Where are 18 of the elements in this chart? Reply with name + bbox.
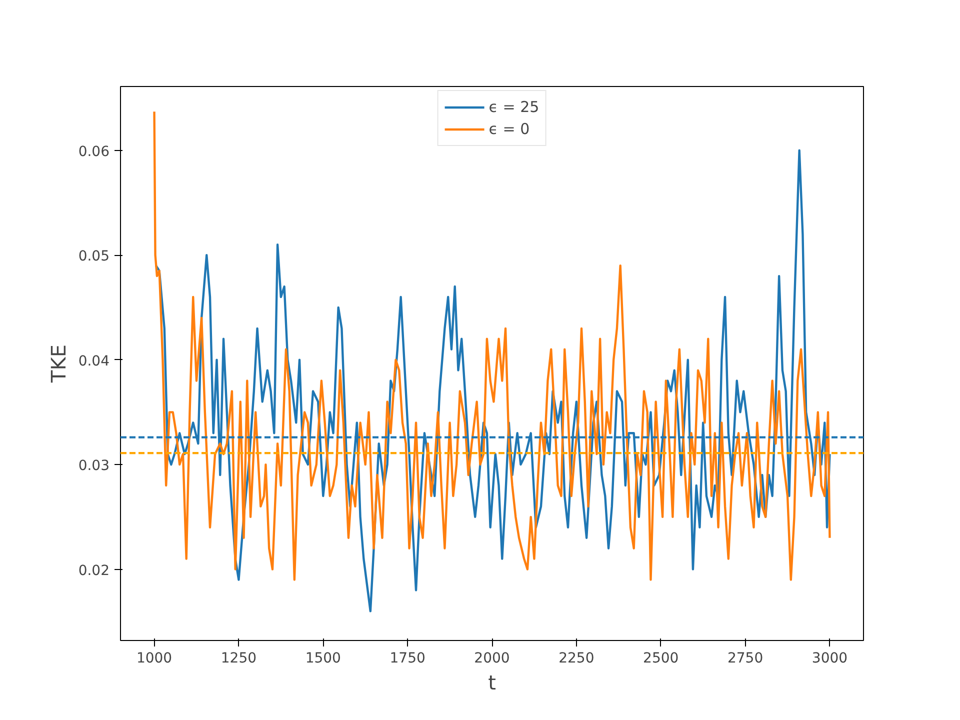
x-tick-label: 2750 xyxy=(727,650,764,666)
y-tick-label: 0.03 xyxy=(78,458,110,474)
legend-label: ϵ = 0 xyxy=(488,120,530,138)
x-tick-label: 1250 xyxy=(220,650,257,666)
x-tick-label: 1500 xyxy=(305,650,341,666)
x-tick-label: 2500 xyxy=(643,650,679,666)
y-axis-title: TKE xyxy=(46,344,70,384)
x-tick-label: 1000 xyxy=(136,650,172,666)
x-tick-label: 1750 xyxy=(390,650,426,666)
y-tick-label: 0.02 xyxy=(78,562,110,579)
legend-label: ϵ = 25 xyxy=(488,98,540,116)
x-tick-label: 2250 xyxy=(558,650,594,666)
x-tick-label: 2000 xyxy=(474,650,510,666)
y-tick-label: 0.06 xyxy=(78,144,110,160)
y-tick-label: 0.05 xyxy=(78,248,110,265)
y-tick-label: 0.04 xyxy=(78,353,110,370)
x-tick-label: 3000 xyxy=(812,650,848,666)
x-axis-title: t xyxy=(488,670,496,694)
